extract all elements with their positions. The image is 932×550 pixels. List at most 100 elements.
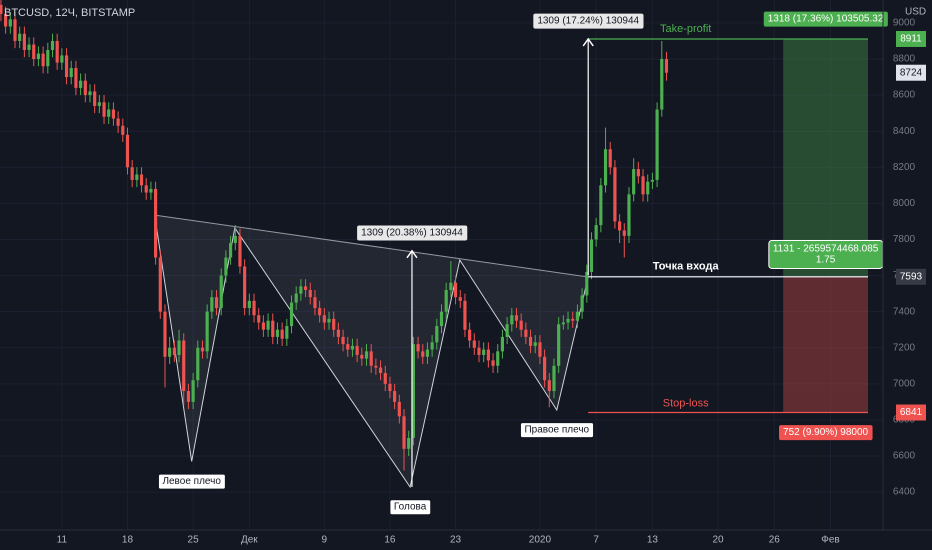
candle-body [589, 239, 594, 272]
candle-body [289, 302, 294, 327]
candle-body [144, 185, 148, 193]
candle-body [271, 320, 275, 337]
candle-body [650, 179, 655, 182]
price-badge: 8724 [896, 64, 926, 81]
pattern-label-bg [389, 499, 432, 516]
candle-body [116, 118, 120, 126]
candle-body [280, 329, 284, 339]
candle-body [299, 286, 303, 294]
price-badge: 6841 [896, 404, 926, 421]
pattern-label: Правое плечо [519, 422, 595, 439]
candle-body [69, 68, 73, 78]
candle-body [186, 391, 191, 402]
candle-body [463, 300, 467, 330]
candle-body [172, 347, 176, 355]
x-tick-label: Фев [821, 535, 839, 546]
candle-body [580, 295, 584, 312]
candle-body [524, 329, 528, 337]
candle-body [622, 230, 626, 236]
candle-body [543, 356, 547, 381]
candle-body [233, 235, 237, 244]
candle-body [439, 311, 444, 327]
candle-body [191, 380, 195, 402]
y-tick-label: 6600 [893, 451, 916, 462]
measure-label-bg [533, 13, 644, 29]
candle-body [425, 349, 430, 357]
candle-body [411, 344, 415, 438]
axes: 111825Дек9162320207132026Фев640066006800… [57, 18, 926, 546]
candle-body [496, 351, 500, 366]
candle-body [528, 336, 533, 346]
candle-body [224, 257, 228, 276]
candle-body [552, 365, 556, 392]
candle-body [22, 33, 26, 50]
candle-body [102, 102, 106, 117]
candle-body [74, 68, 78, 88]
symbol-title: BTCUSD, 12Ч, BITSTAMP [4, 7, 135, 19]
candle-body [327, 318, 331, 323]
price-badge-bg [896, 268, 926, 285]
candle-body [430, 342, 434, 350]
candle-body [214, 297, 219, 309]
candle-body [482, 349, 486, 355]
entry-label-text: 1.75 [816, 254, 836, 265]
candle-body [603, 149, 608, 186]
candle-body [660, 59, 664, 110]
x-tick-label: 16 [384, 535, 396, 546]
profit-zone [783, 38, 869, 277]
candle-body [27, 44, 31, 50]
grid [0, 0, 883, 530]
stop-loss-label-bg [779, 425, 873, 441]
candle-body [444, 289, 448, 312]
candle-body [210, 297, 214, 312]
candle-body [32, 44, 36, 60]
pattern-label-bg [519, 422, 595, 439]
candle-body [486, 349, 490, 361]
take-profit-text: Take-profit [660, 23, 711, 35]
measure-label-bg [357, 225, 468, 241]
take-profit-label-text: 1318 (17.36%) 103505.32 [768, 14, 884, 25]
candle-body [491, 360, 495, 366]
x-tick-label: 18 [122, 535, 134, 546]
candle-body [566, 318, 570, 323]
candle-body [613, 167, 617, 222]
candle-body [149, 188, 153, 193]
candle-body [364, 351, 369, 359]
candle-body [332, 318, 336, 330]
candle-body [571, 318, 575, 321]
pattern-line [154, 215, 589, 489]
pattern-label-text: Голова [394, 502, 427, 513]
candle-body [64, 55, 69, 78]
y-tick-label: 7000 [893, 378, 916, 389]
x-tick-label: 23 [450, 535, 462, 546]
price-badge-bg [896, 404, 926, 421]
x-tick-label: 25 [188, 535, 200, 546]
candle-body [303, 286, 308, 290]
candle-body [200, 347, 205, 352]
candle-body [346, 344, 350, 350]
candle-body [383, 373, 387, 384]
candle-body [585, 271, 589, 296]
candle-body [60, 55, 64, 63]
measure-label-text: 1309 (20.38%) 130944 [361, 227, 463, 238]
y-tick-label: 9000 [893, 18, 916, 29]
candle-body [294, 293, 298, 303]
price-badge: 7593 [896, 268, 926, 285]
candle-body [247, 300, 251, 309]
candle-body [608, 149, 612, 168]
candle-body [547, 380, 551, 392]
pattern-label-text: Правое плечо [524, 425, 589, 436]
entry-text: Точка входа [653, 261, 720, 273]
candle-body [453, 282, 458, 298]
x-tick-label: 26 [769, 535, 781, 546]
overlay: Take-profit Stop-loss Точка входа 1318 (17.… [157, 11, 888, 516]
candle-body [664, 59, 669, 73]
measure-label-text: 1309 (17.24%) 130944 [537, 16, 639, 27]
candle-body [374, 365, 378, 368]
candle-body [111, 109, 116, 119]
candle-body [594, 225, 598, 240]
candle-body [275, 329, 280, 337]
y-tick-label: 8000 [893, 198, 916, 209]
stop-loss-text: Stop-loss [663, 397, 709, 409]
